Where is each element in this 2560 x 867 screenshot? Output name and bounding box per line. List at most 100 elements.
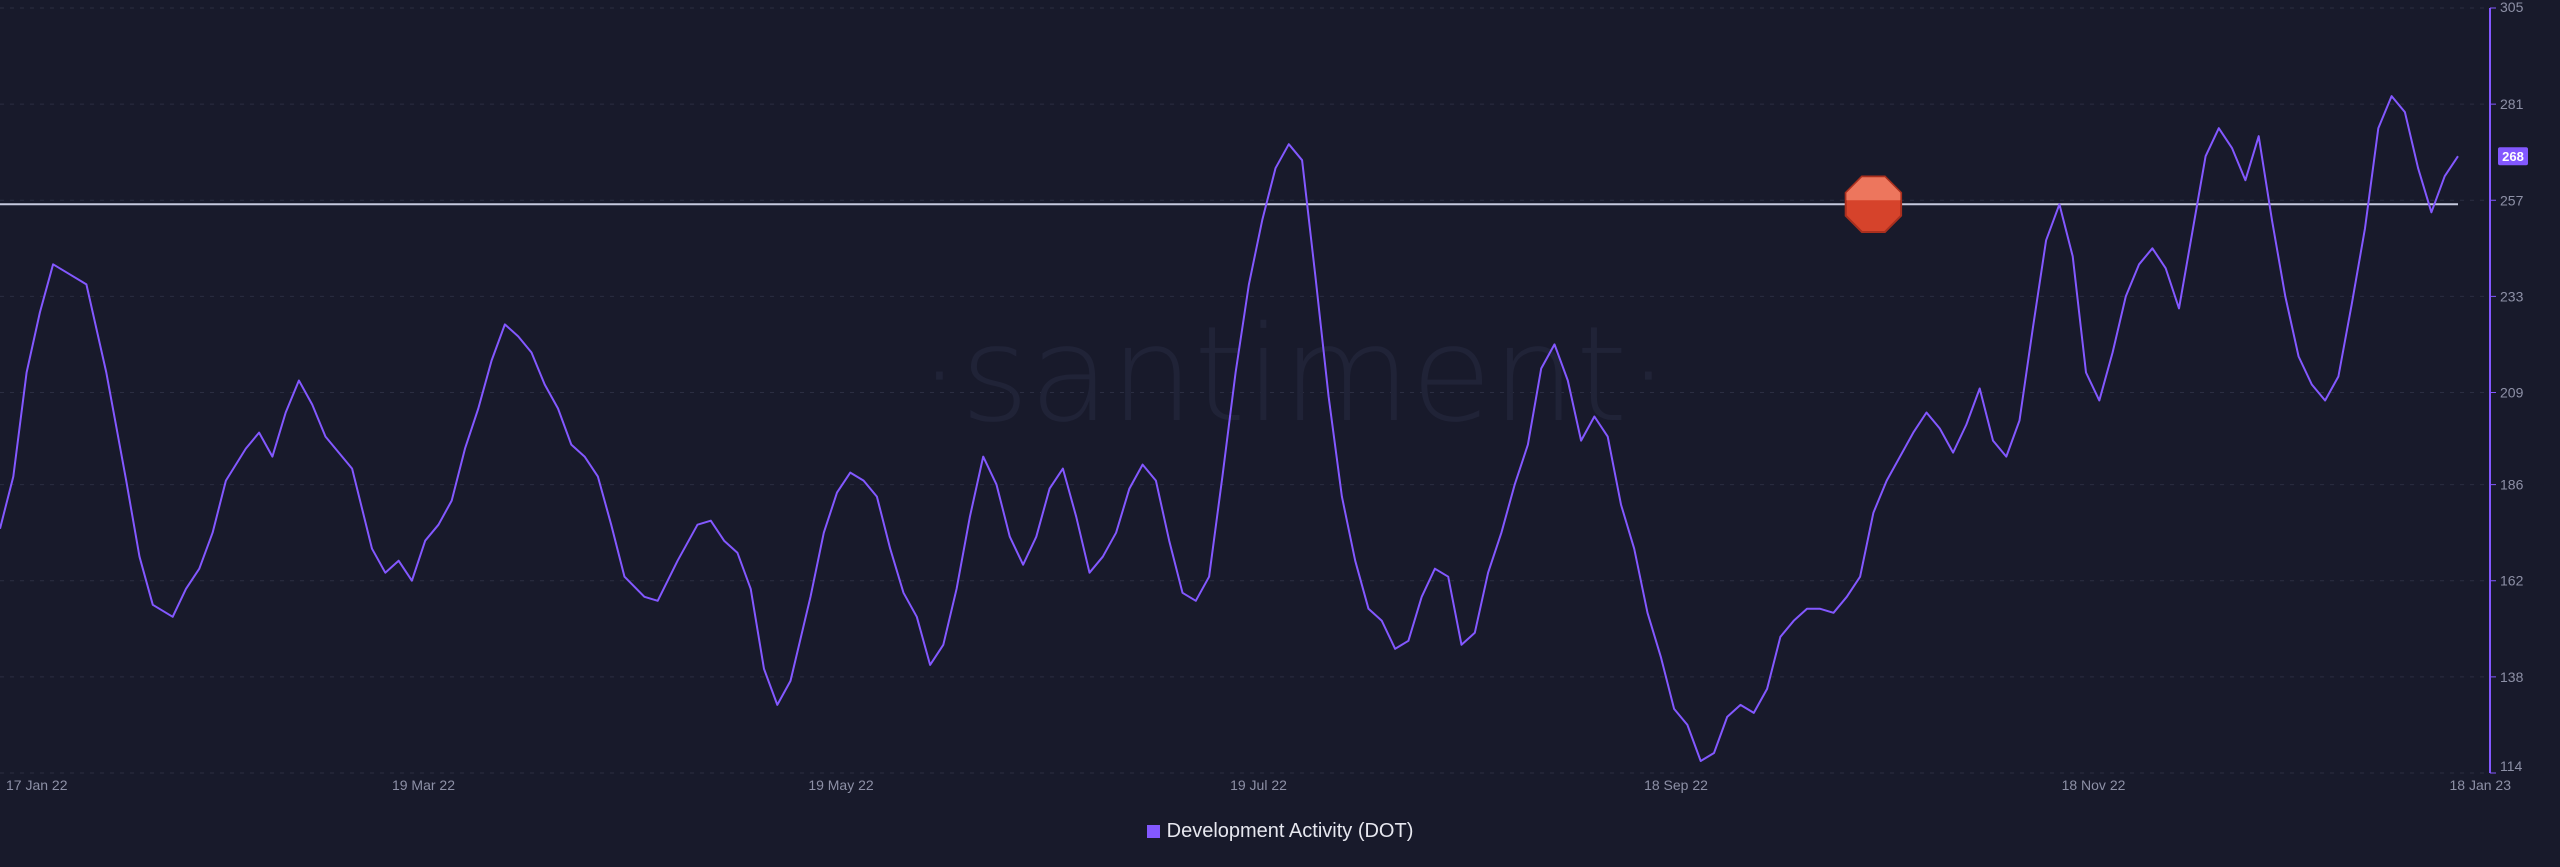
data-point[interactable] xyxy=(2110,350,2115,355)
data-point[interactable] xyxy=(1406,638,1411,643)
data-point[interactable] xyxy=(695,522,700,527)
data-point[interactable] xyxy=(323,434,328,439)
data-point[interactable] xyxy=(2349,302,2354,307)
data-point[interactable] xyxy=(2230,146,2235,151)
data-point[interactable] xyxy=(529,350,534,355)
data-point[interactable] xyxy=(1818,606,1823,611)
data-point[interactable] xyxy=(2163,266,2168,271)
data-point[interactable] xyxy=(2176,306,2181,311)
data-point[interactable] xyxy=(1114,530,1119,535)
data-point[interactable] xyxy=(708,518,713,523)
data-point[interactable] xyxy=(2309,382,2314,387)
data-point[interactable] xyxy=(748,586,753,591)
data-point[interactable] xyxy=(1286,142,1291,147)
data-point[interactable] xyxy=(2442,174,2447,179)
data-point[interactable] xyxy=(1698,758,1703,763)
data-point[interactable] xyxy=(888,546,893,551)
data-point[interactable] xyxy=(642,594,647,599)
data-point[interactable] xyxy=(184,586,189,591)
data-point[interactable] xyxy=(1100,554,1105,559)
data-point[interactable] xyxy=(409,578,414,583)
data-point[interactable] xyxy=(257,430,262,435)
data-point[interactable] xyxy=(1884,478,1889,483)
data-point[interactable] xyxy=(516,334,521,339)
data-point[interactable] xyxy=(2083,370,2088,375)
data-point[interactable] xyxy=(1924,410,1929,415)
data-point[interactable] xyxy=(11,474,16,479)
data-point[interactable] xyxy=(1273,166,1278,171)
data-point[interactable] xyxy=(197,566,202,571)
data-point[interactable] xyxy=(1672,706,1677,711)
data-point[interactable] xyxy=(1579,438,1584,443)
data-point[interactable] xyxy=(1180,590,1185,595)
data-point[interactable] xyxy=(1326,394,1331,399)
data-point[interactable] xyxy=(1153,478,1158,483)
data-point[interactable] xyxy=(1778,634,1783,639)
data-point[interactable] xyxy=(2097,398,2102,403)
data-point[interactable] xyxy=(788,678,793,683)
data-point[interactable] xyxy=(835,490,840,495)
data-point[interactable] xyxy=(1738,702,1743,707)
data-point[interactable] xyxy=(761,666,766,671)
data-point[interactable] xyxy=(2336,374,2341,379)
data-point[interactable] xyxy=(1339,494,1344,499)
data-point[interactable] xyxy=(2137,262,2142,267)
data-point[interactable] xyxy=(489,358,494,363)
data-point[interactable] xyxy=(1937,426,1942,431)
data-point[interactable] xyxy=(901,590,906,595)
data-point[interactable] xyxy=(502,322,507,327)
data-point[interactable] xyxy=(2057,202,2062,207)
data-point[interactable] xyxy=(1074,514,1079,519)
data-point[interactable] xyxy=(1007,534,1012,539)
data-point[interactable] xyxy=(1765,686,1770,691)
data-point[interactable] xyxy=(1313,274,1318,279)
data-point[interactable] xyxy=(1791,618,1796,623)
data-point[interactable] xyxy=(1525,442,1530,447)
data-point[interactable] xyxy=(848,470,853,475)
data-point[interactable] xyxy=(1246,282,1251,287)
data-point[interactable] xyxy=(775,702,780,707)
data-point[interactable] xyxy=(2044,238,2049,243)
data-point[interactable] xyxy=(1897,454,1902,459)
data-point[interactable] xyxy=(2402,110,2407,115)
data-point[interactable] xyxy=(1419,594,1424,599)
data-point[interactable] xyxy=(283,410,288,415)
data-point[interactable] xyxy=(2203,154,2208,159)
data-point[interactable] xyxy=(556,406,561,411)
data-point[interactable] xyxy=(1432,566,1437,571)
data-point[interactable] xyxy=(137,554,142,559)
data-point[interactable] xyxy=(1472,630,1477,635)
data-point[interactable] xyxy=(1127,486,1132,491)
data-point[interactable] xyxy=(2216,126,2221,131)
data-point[interactable] xyxy=(336,450,341,455)
data-point[interactable] xyxy=(2017,418,2022,423)
data-point[interactable] xyxy=(1353,558,1358,563)
data-point[interactable] xyxy=(170,614,175,619)
data-point[interactable] xyxy=(296,378,301,383)
data-point[interactable] xyxy=(370,546,375,551)
data-point[interactable] xyxy=(1911,430,1916,435)
data-point[interactable] xyxy=(2456,154,2461,159)
data-point[interactable] xyxy=(675,558,680,563)
data-point[interactable] xyxy=(2070,254,2075,259)
data-point[interactable] xyxy=(1060,466,1065,471)
data-point[interactable] xyxy=(2283,294,2288,299)
data-point[interactable] xyxy=(1552,342,1557,347)
data-point[interactable] xyxy=(1964,422,1969,427)
data-point[interactable] xyxy=(821,530,826,535)
data-point[interactable] xyxy=(981,454,986,459)
data-point[interactable] xyxy=(2190,230,2195,235)
data-point[interactable] xyxy=(2004,454,2009,459)
data-point[interactable] xyxy=(582,454,587,459)
data-point[interactable] xyxy=(1725,714,1730,719)
data-point[interactable] xyxy=(1512,482,1517,487)
data-point[interactable] xyxy=(569,442,574,447)
data-point[interactable] xyxy=(210,530,215,535)
data-point[interactable] xyxy=(2243,178,2248,183)
data-point[interactable] xyxy=(1233,370,1238,375)
data-point[interactable] xyxy=(1632,546,1637,551)
data-point[interactable] xyxy=(1379,618,1384,623)
data-point[interactable] xyxy=(1977,386,1982,391)
data-point[interactable] xyxy=(1021,562,1026,567)
